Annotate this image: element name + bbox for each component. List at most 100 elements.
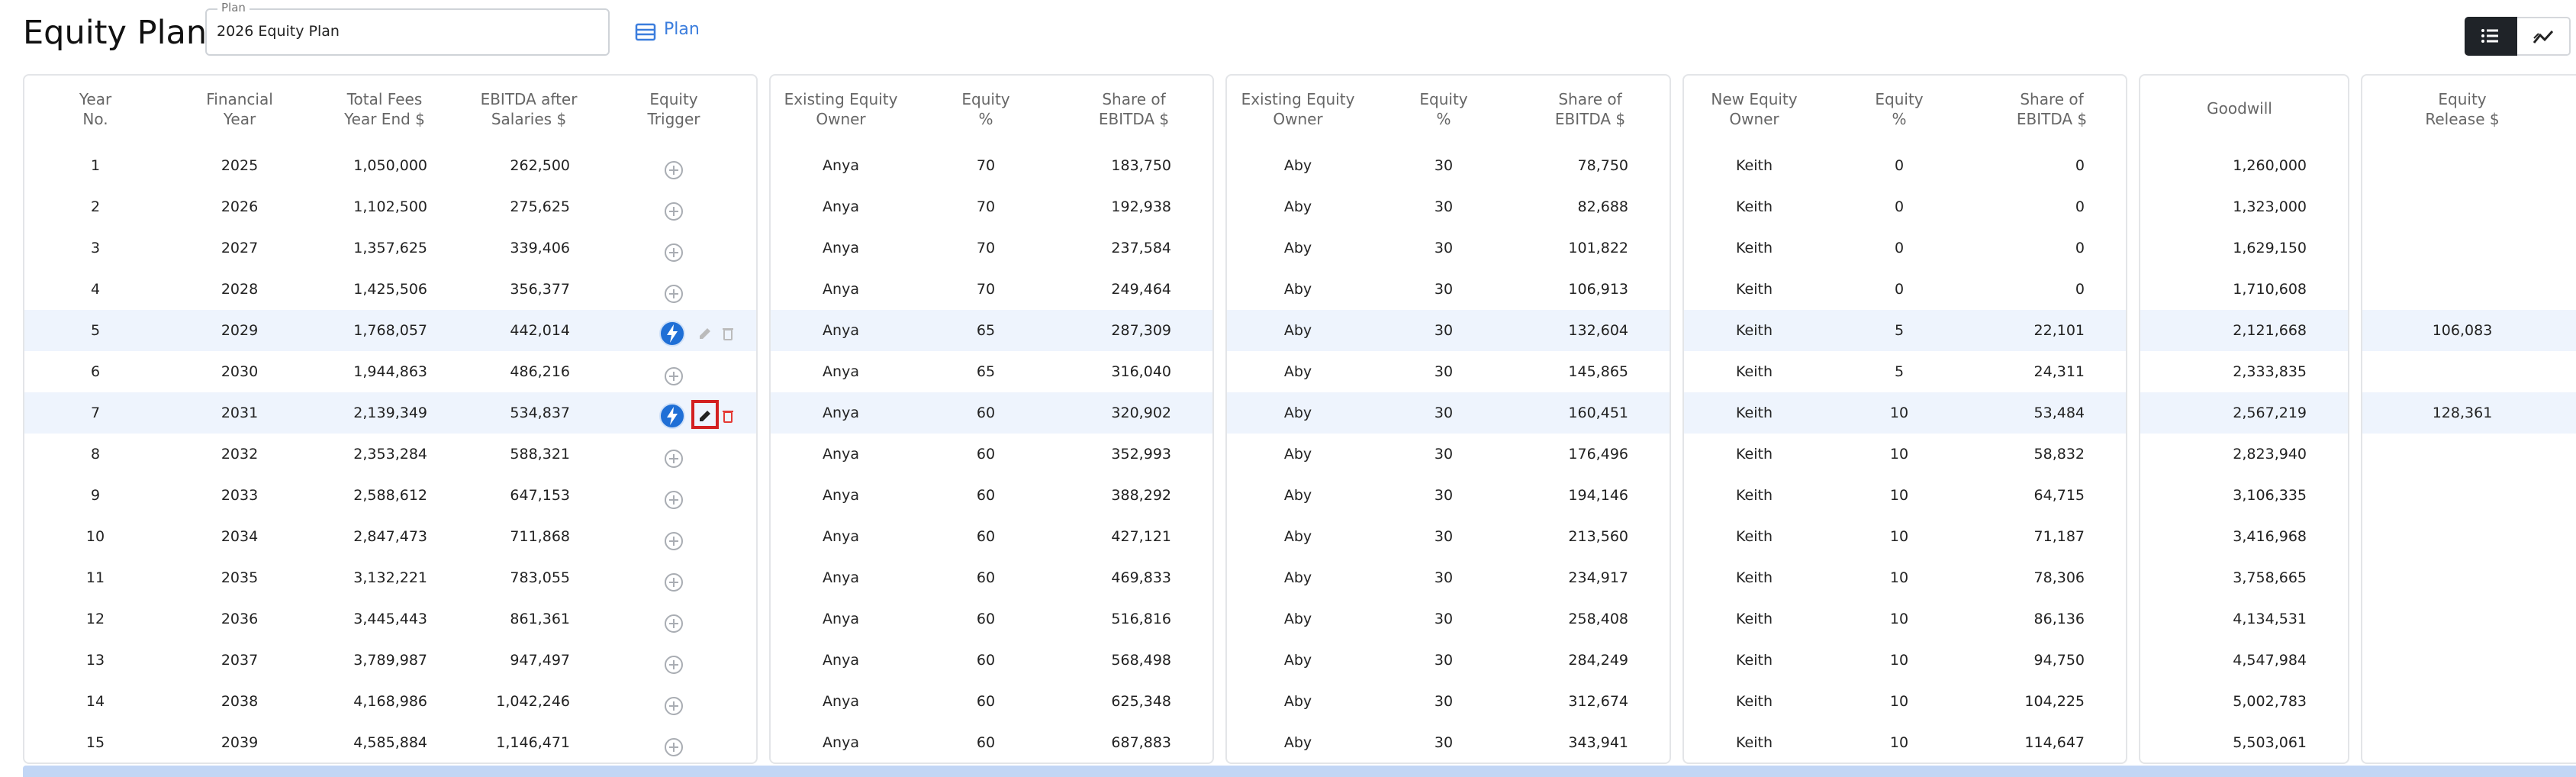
plan-input-label: Plan <box>217 1 250 15</box>
equity-trigger-icon[interactable] <box>658 320 686 347</box>
table-cell: 568,498 <box>1111 652 1171 669</box>
chart-view-toggle[interactable] <box>2517 17 2571 56</box>
plan-input-value: 2026 Equity Plan <box>217 23 340 40</box>
table-cell: 71,187 <box>2033 528 2085 545</box>
table-cell: 2037 <box>221 652 259 669</box>
column-header: Existing Equity <box>1241 90 1355 108</box>
table-cell: Keith <box>1736 363 1773 380</box>
table-cell: Aby <box>1283 363 1312 380</box>
table-cell: Keith <box>1736 693 1773 710</box>
highlighted-row <box>1684 392 2126 434</box>
table-cell: 30 <box>1434 240 1454 256</box>
scrollbar[interactable] <box>23 766 2576 777</box>
add-trigger-icon[interactable] <box>664 572 684 592</box>
table-cell: 132,604 <box>1568 322 1628 339</box>
table-cell: Anya <box>823 611 859 627</box>
column-header: Share of <box>1558 90 1622 108</box>
delete-icon[interactable] <box>720 407 736 425</box>
table-cell: 339,406 <box>510 240 570 256</box>
delete-icon[interactable] <box>720 324 736 343</box>
add-trigger-icon[interactable] <box>664 243 684 263</box>
column-header: Salaries $ <box>491 110 567 128</box>
table-cell: 0 <box>2075 157 2085 174</box>
table-cell: 30 <box>1434 322 1454 339</box>
add-trigger-icon[interactable] <box>664 202 684 221</box>
table-cell: 65 <box>976 322 996 339</box>
table-cell: 5 <box>1894 363 1905 380</box>
table-cell: 356,377 <box>510 281 570 298</box>
table-cell: 625,348 <box>1111 693 1171 710</box>
table-cell: Anya <box>823 528 859 545</box>
table-cell: Anya <box>823 240 859 256</box>
table-cell: 1,146,471 <box>496 734 570 751</box>
highlighted-row <box>1227 310 1670 351</box>
table-cell: 10 <box>1889 734 1909 751</box>
table-cell: 343,941 <box>1568 734 1628 751</box>
table-cell: Keith <box>1736 240 1773 256</box>
table-cell: Keith <box>1736 569 1773 586</box>
add-trigger-icon[interactable] <box>664 655 684 675</box>
equity-trigger-icon[interactable] <box>658 402 686 430</box>
column-header: Total Fees <box>346 90 423 108</box>
list-icon <box>2481 29 2498 43</box>
table-cell: 53,484 <box>2033 405 2085 421</box>
table-cell: 2039 <box>221 734 259 751</box>
table-cell: Aby <box>1283 281 1312 298</box>
table-cell: 14 <box>85 693 105 710</box>
table-cell: 64,715 <box>2033 487 2085 504</box>
table-cell: 176,496 <box>1568 446 1628 463</box>
table-cell: Aby <box>1283 569 1312 586</box>
table-cell: 388,292 <box>1111 487 1171 504</box>
add-trigger-icon[interactable] <box>664 449 684 469</box>
plan-icon <box>635 23 656 41</box>
table-cell: 10 <box>1889 652 1909 669</box>
add-trigger-icon[interactable] <box>664 737 684 757</box>
plan-input[interactable]: Plan 2026 Equity Plan <box>205 1 610 56</box>
add-trigger-icon[interactable] <box>664 490 684 510</box>
column-header: Year End $ <box>344 110 425 128</box>
table-cell: 3,789,987 <box>353 652 427 669</box>
table-cell: 9 <box>90 487 101 504</box>
table-cell: 1,768,057 <box>353 322 427 339</box>
list-view-toggle[interactable] <box>2465 17 2517 56</box>
table-cell: 10 <box>1889 693 1909 710</box>
column-header: Equity <box>649 90 698 108</box>
column-header: EBITDA $ <box>1098 110 1170 128</box>
highlighted-row <box>1684 310 2126 351</box>
table-cell: 194,146 <box>1568 487 1628 504</box>
table-cell: 0 <box>2075 281 2085 298</box>
table-cell: 262,500 <box>510 157 570 174</box>
highlighted-row <box>771 392 1212 434</box>
edit-icon[interactable] <box>696 407 714 425</box>
table-cell: 947,497 <box>510 652 570 669</box>
table-cell: 1,944,863 <box>353 363 427 380</box>
table-cell: 6 <box>90 363 101 380</box>
table-cell: 78,306 <box>2033 569 2085 586</box>
table-cell: Keith <box>1736 446 1773 463</box>
table-cell: 287,309 <box>1111 322 1171 339</box>
table-cell: 24,311 <box>2033 363 2085 380</box>
add-trigger-icon[interactable] <box>664 284 684 304</box>
column-header: Financial <box>206 90 273 108</box>
table-cell: 104,225 <box>2024 693 2085 710</box>
table-cell: 1,260,000 <box>2233 157 2307 174</box>
add-trigger-icon[interactable] <box>664 531 684 551</box>
table-cell: 427,121 <box>1111 528 1171 545</box>
add-trigger-icon[interactable] <box>664 366 684 386</box>
focus-highlight <box>691 400 719 429</box>
table-cell: 65 <box>976 363 996 380</box>
table-cell: 60 <box>976 528 996 545</box>
table-cell: 0 <box>1894 240 1905 256</box>
add-trigger-icon[interactable] <box>664 160 684 180</box>
table-cell: 30 <box>1434 569 1454 586</box>
table-cell: 2,588,612 <box>353 487 427 504</box>
add-trigger-icon[interactable] <box>664 614 684 634</box>
column-header: % <box>1436 110 1451 128</box>
table-cell: Aby <box>1283 240 1312 256</box>
table-cell: 534,837 <box>510 405 570 421</box>
edit-icon[interactable] <box>696 324 714 343</box>
add-trigger-icon[interactable] <box>664 696 684 716</box>
table-cell: 486,216 <box>510 363 570 380</box>
table-cell: 1,710,608 <box>2233 281 2307 298</box>
column-header: EBITDA after <box>480 90 578 108</box>
